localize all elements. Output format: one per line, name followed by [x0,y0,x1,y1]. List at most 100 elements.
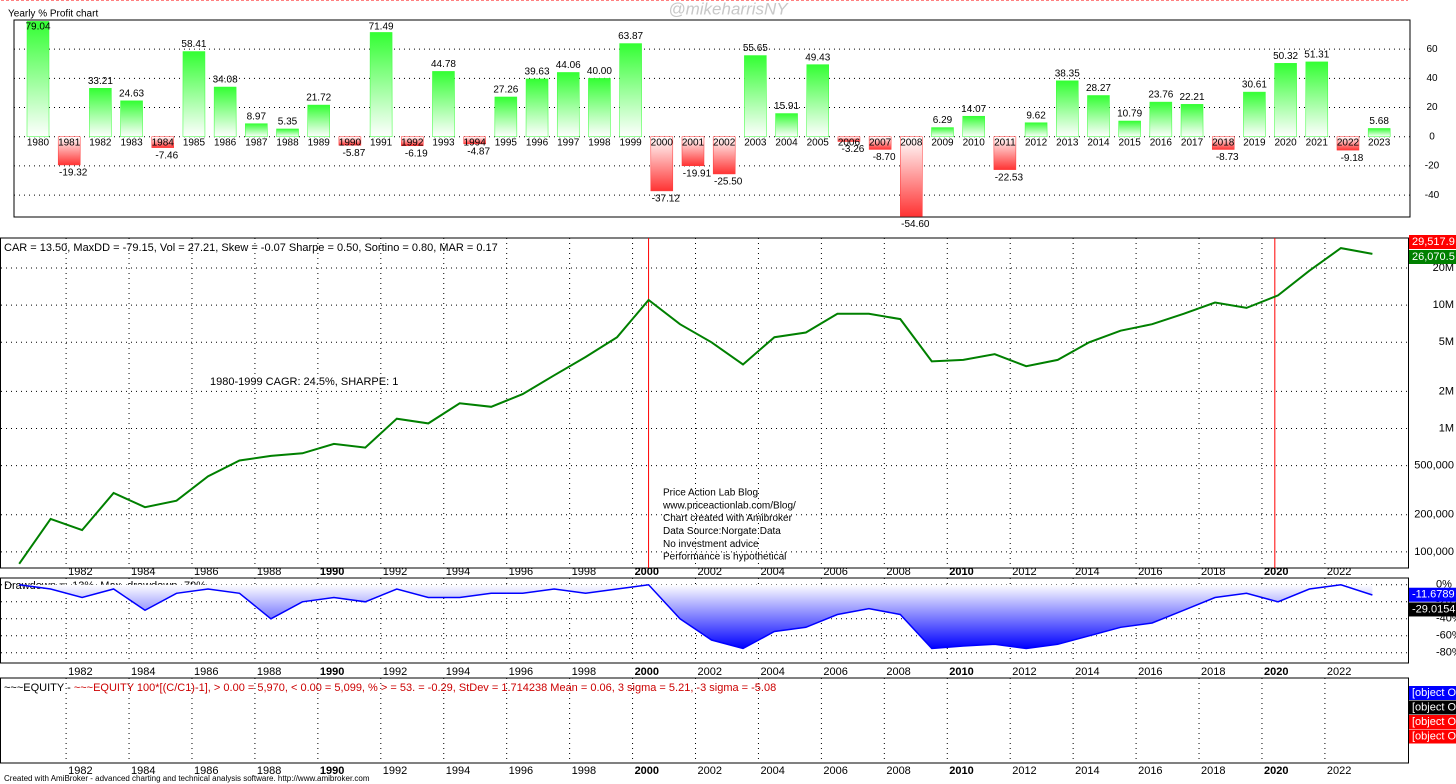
x-tick-label: 1982 [89,137,112,148]
x-tick-label: 1998 [588,137,611,148]
x-tick-label: 1986 [194,566,218,578]
x-tick-label: 1982 [68,566,92,578]
y-tick-label: 5M [1439,336,1454,348]
x-tick-label: 2018 [1201,566,1225,578]
bar [1180,104,1204,137]
x-tick-label: 2002 [713,137,736,148]
x-tick-label: 2014 [1075,765,1099,777]
x-tick-label: 1984 [131,566,155,578]
value-label: -5.87 [343,148,366,159]
x-tick-label: 2000 [635,566,659,578]
value-label: -8.70 [873,152,896,163]
x-tick-label: 1993 [432,137,455,148]
x-tick-label: 2016 [1138,566,1162,578]
y-tick-label: 500,000 [1414,460,1454,472]
y-tick-label: 10M [1433,299,1454,311]
badge-label: [object Object] [1412,716,1456,728]
badge-label: -11.6789 [1412,589,1455,601]
x-tick-label: 2015 [1119,137,1142,148]
value-label: -6.19 [405,148,428,159]
x-tick-label: 2022 [1327,566,1351,578]
x-tick-label: 1989 [308,137,331,148]
value-label: 10.79 [1117,109,1142,120]
x-tick-label: 1982 [68,765,92,777]
bar [182,51,206,137]
note: No investment advice [663,539,759,550]
watermark: @mikeharrisNY [668,0,789,18]
y-tick-label: 0 [1429,131,1435,142]
x-tick-label: 1994 [446,765,470,777]
x-tick-label: 2003 [744,137,767,148]
badge-label: -29.0154 [1412,603,1455,615]
bar [1367,128,1391,137]
x-tick-label: 2006 [838,137,861,148]
x-tick-label: 1987 [245,137,268,148]
x-tick-label: 2020 [1264,666,1288,678]
footer: Created with AmiBroker - advanced charti… [4,774,370,783]
bar [806,64,829,137]
x-tick-label: 2016 [1138,666,1162,678]
x-tick-label: 2013 [1056,137,1079,148]
bar [900,136,923,217]
x-tick-label: 2012 [1025,137,1048,148]
x-tick-label: 2007 [869,137,892,148]
x-tick-label: 1988 [276,137,299,148]
badge [1409,250,1456,264]
x-tick-label: 2020 [1264,765,1288,777]
value-label: 33.21 [88,76,113,87]
bar [120,100,143,137]
value-label: 5.35 [278,117,298,128]
x-tick-label: 1990 [320,765,344,777]
value-label: 6.29 [933,115,953,126]
x-tick-label: 2010 [963,137,986,148]
bar [1336,136,1360,151]
x-tick-label: 2004 [760,765,784,777]
x-tick-label: 2002 [698,765,722,777]
badge [1409,700,1456,715]
bar [1274,63,1297,137]
bar [681,136,705,167]
bar [1024,122,1048,137]
x-tick-label: 1990 [320,566,344,578]
x-tick-label: 1986 [194,765,218,777]
equity-line [18,247,1373,565]
badge [1409,587,1456,602]
x-tick-label: 2006 [823,666,847,678]
bar [494,96,518,137]
x-tick-label: 1986 [214,137,237,148]
x-tick-label: 2008 [886,566,910,578]
value-label: -25.50 [714,177,743,188]
x-tick-label: 1988 [257,666,281,678]
value-label: 14.07 [961,104,986,115]
value-label: -54.60 [901,219,930,230]
x-tick-label: 1994 [446,566,470,578]
x-tick-label: 2016 [1138,765,1162,777]
note: Performance is hypothetical [663,552,786,563]
note: www.priceactionlab.com/Blog/ [662,500,796,511]
bar [775,113,798,137]
value-label: -4.87 [467,146,490,157]
value-label: 44.78 [431,59,456,70]
y-tick-label: 20 [1426,102,1438,113]
header-part: ~~~EQUITY 100*[(C/C1)-1], > 0.00 = 5,970… [74,682,776,694]
x-tick-label: 1988 [257,566,281,578]
x-tick-label: 2002 [698,566,722,578]
badge-label: [object Object] [1412,687,1456,699]
x-tick-label: 2021 [1306,137,1329,148]
value-label: 8.97 [247,111,267,122]
y-tick-label: -80% [1436,647,1456,659]
y-tick-label: 200,000 [1414,509,1454,521]
x-tick-label: 2004 [760,566,784,578]
x-tick-label: 1992 [383,566,407,578]
bar [962,115,985,137]
bar [1305,61,1329,137]
value-label: 55.65 [743,43,768,54]
x-tick-label: 2012 [1012,566,1036,578]
value-label: 71.49 [369,22,394,33]
x-tick-label: 2022 [1337,137,1360,148]
badge [1409,235,1456,249]
value-label: 9.62 [1026,110,1046,121]
x-tick-label: 2018 [1201,666,1225,678]
panel-header: ~~~EQUITY - ~~~EQUITY 100*[(C/C1)-1], > … [4,682,776,694]
